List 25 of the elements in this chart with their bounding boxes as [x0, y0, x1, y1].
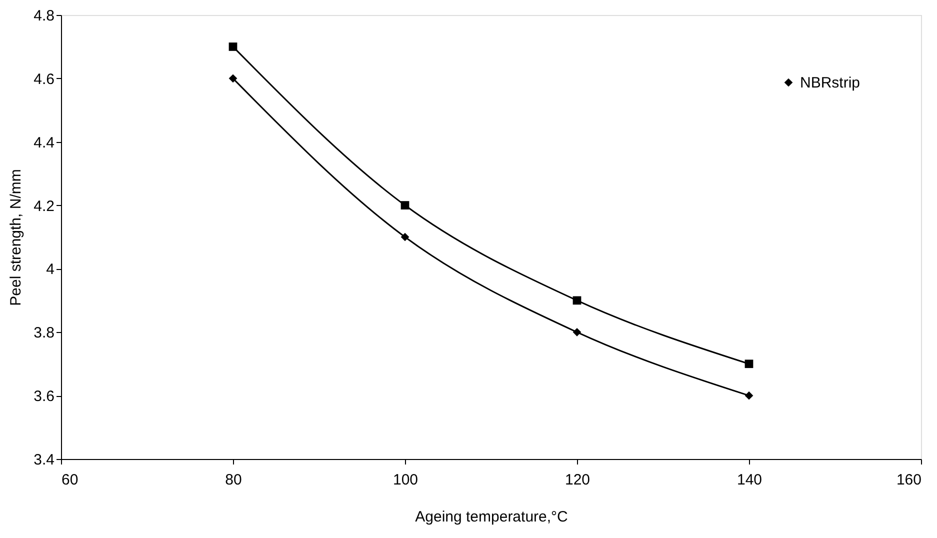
x-tick-label: 100 — [392, 472, 418, 488]
point — [228, 74, 238, 83]
y-tick-label: 4.4 — [34, 134, 54, 152]
x-tick-label: 160 — [896, 472, 922, 488]
y-tick-label: 4 — [46, 261, 54, 278]
point — [744, 391, 754, 400]
y-tick-label: 4.8 — [34, 8, 54, 24]
point — [400, 201, 410, 210]
point — [228, 42, 238, 51]
point — [744, 360, 754, 368]
y-tick-label: 3.4 — [34, 452, 54, 468]
y-tick-label: 3.8 — [34, 324, 54, 342]
point — [572, 296, 582, 305]
y-tick-label: 3.6 — [34, 388, 54, 406]
y-tick-label: 4.6 — [34, 70, 54, 88]
x-axis-title: Ageing temperature,°C — [415, 508, 568, 526]
x-tick-label: 80 — [225, 472, 242, 488]
y-axis-title: Peel strength, N/mm — [8, 169, 25, 306]
x-tick-label: 120 — [564, 472, 590, 488]
point — [400, 232, 410, 242]
x-tick-label: 60 — [62, 472, 78, 488]
legend-label: NBRstrip — [800, 74, 860, 92]
point — [572, 328, 582, 336]
x-tick-label: 140 — [736, 472, 762, 488]
y-tick-label: 4.2 — [34, 198, 54, 215]
